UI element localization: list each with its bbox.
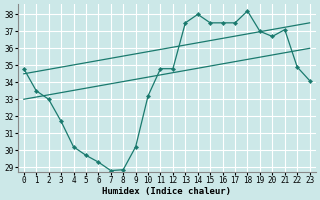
- X-axis label: Humidex (Indice chaleur): Humidex (Indice chaleur): [102, 187, 231, 196]
